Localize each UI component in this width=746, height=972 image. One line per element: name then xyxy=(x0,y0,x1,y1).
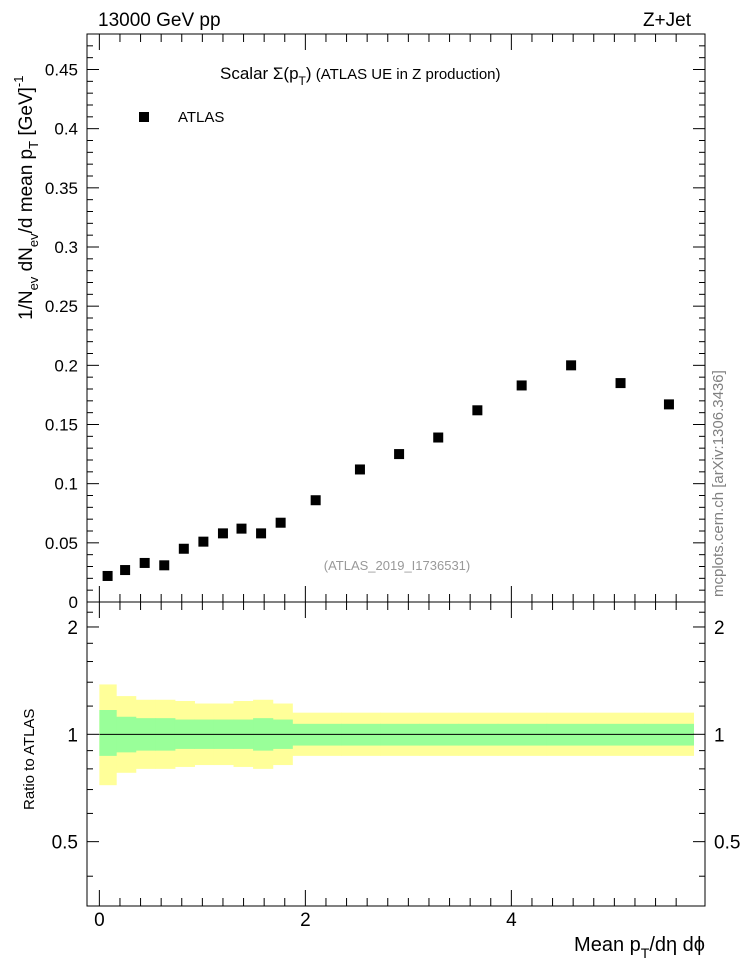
data-point xyxy=(236,523,247,534)
y-tick-label: 0.05 xyxy=(45,534,78,553)
main-panel: 0 0.05 0.1 0.15 0.2 0.25 0.3 0.35 0.4 0.45 Scalar… xyxy=(11,33,706,613)
ratio-panel: 0.5 0.5 1 1 2 2 Ratio to ATLAS xyxy=(21,601,741,907)
ratio-panel-frame xyxy=(86,601,706,907)
data-point xyxy=(120,565,131,576)
x-tick-labels: 0 2 4 xyxy=(94,910,517,931)
data-point xyxy=(663,399,674,410)
data-point xyxy=(198,536,209,547)
y-tick-label: 0.35 xyxy=(45,179,78,198)
ratio-y-axis-label: Ratio to ATLAS xyxy=(21,709,38,810)
ratio-band-inner xyxy=(99,710,117,756)
x-axis-label: Mean pT/dη dϕ xyxy=(574,934,705,961)
y-axis-label: 1/Nev dNev/d mean pT [GeV]-1 xyxy=(11,76,41,321)
header-left: 13000 GeV pp xyxy=(98,10,221,31)
y-tick-label: 0.2 xyxy=(54,356,78,375)
ratio-y-tick-label-right: 2 xyxy=(714,618,725,639)
x-tick-label: 0 xyxy=(94,910,105,931)
data-point xyxy=(256,528,267,539)
legend-label: ATLAS xyxy=(178,109,224,126)
y-tick-label: 0.4 xyxy=(54,120,78,139)
data-point xyxy=(433,432,444,443)
data-point xyxy=(615,378,626,389)
data-point xyxy=(178,543,189,554)
y-tick-label: 0 xyxy=(69,593,78,612)
x-tick-label: 4 xyxy=(506,910,517,931)
x-tick-label: 2 xyxy=(300,910,311,931)
y-tick-label: 0.15 xyxy=(45,416,78,435)
ratio-panel-ticks xyxy=(87,602,705,906)
data-point xyxy=(516,380,527,391)
ratio-y-tick-label-right: 0.5 xyxy=(714,833,740,854)
data-point xyxy=(159,560,170,571)
data-point xyxy=(354,464,365,475)
data-point xyxy=(566,360,577,371)
ratio-y-tick-label-right: 1 xyxy=(714,725,725,746)
analysis-label: (ATLAS_2019_I1736531) xyxy=(324,558,470,573)
header-right: Z+Jet xyxy=(643,10,692,31)
data-point xyxy=(217,528,228,539)
y-tick-label: 0.3 xyxy=(54,238,78,257)
data-point xyxy=(275,517,286,528)
y-tick-label: 0.1 xyxy=(54,475,78,494)
top-y-tick-labels: 0 0.05 0.1 0.15 0.2 0.25 0.3 0.35 0.4 0.45 xyxy=(45,61,78,613)
ratio-y-tick-label: 0.5 xyxy=(52,833,78,854)
ratio-y-tick-label: 2 xyxy=(67,618,78,639)
chart-title: Scalar Σ(pT) (ATLAS UE in Z production) xyxy=(220,64,501,88)
data-point xyxy=(310,495,321,506)
data-points xyxy=(102,360,674,581)
legend-marker xyxy=(139,112,149,122)
ratio-y-tick-label: 1 xyxy=(67,725,78,746)
y-tick-label: 0.25 xyxy=(45,297,78,316)
data-point xyxy=(472,405,483,416)
top-panel-ticks xyxy=(87,33,705,603)
data-point xyxy=(394,449,405,460)
ratio-y-tick-labels: 0.5 0.5 1 1 2 2 xyxy=(52,618,741,854)
side-label: mcplots.cern.ch [arXiv:1306.3436] xyxy=(710,370,727,597)
y-tick-label: 0.45 xyxy=(45,61,78,80)
data-point xyxy=(139,557,150,568)
data-point xyxy=(102,570,113,581)
